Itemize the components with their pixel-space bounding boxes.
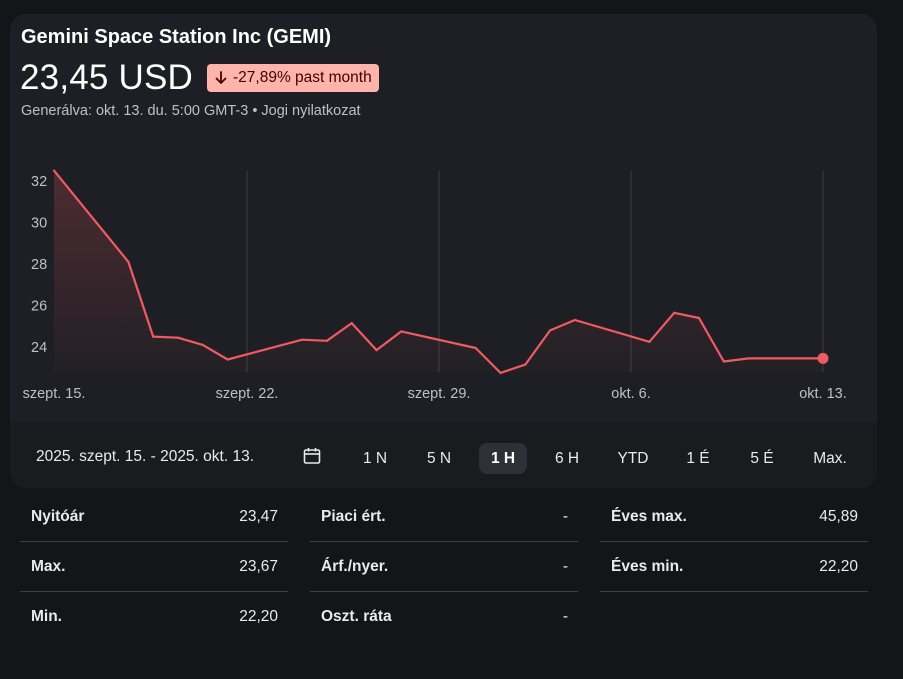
- period-button[interactable]: 1 É: [686, 450, 710, 467]
- period-button[interactable]: 6 H: [554, 450, 580, 467]
- stat-row-pe-ratio: Árf./nyer. -: [310, 542, 578, 592]
- price-line-segment: [548, 318, 577, 332]
- calendar-icon[interactable]: [302, 446, 322, 471]
- stat-row-market-cap: Piaci ért. -: [310, 492, 578, 542]
- x-tick-label: szept. 15.: [23, 386, 86, 402]
- stock-card: [10, 14, 877, 488]
- price-chart[interactable]: 32 30 28 26 24 szept. 15. szept. 22. szept. 29…: [0, 0, 903, 420]
- price-line-segment: [201, 343, 229, 361]
- change-badge-text: -27,89% past month: [233, 69, 372, 86]
- stat-row-open: Nyitóár 23,47: [20, 492, 288, 542]
- y-tick-label: 28: [31, 257, 47, 273]
- change-badge: -27,89% past month: [207, 64, 379, 92]
- period-button[interactable]: 5 N: [426, 450, 452, 467]
- stats-column-1: Nyitóár 23,47 Max. 23,67 Min. 22,20: [20, 492, 288, 642]
- price-line-segment: [648, 311, 676, 343]
- range-bar: [10, 422, 877, 488]
- y-tick-label: 32: [31, 174, 47, 190]
- y-tick-label: 24: [31, 340, 47, 356]
- arrow-down-icon: [215, 71, 227, 84]
- x-tick-label: szept. 22.: [216, 386, 279, 402]
- price-line-segment: [176, 336, 204, 346]
- price-area: [54, 170, 823, 373]
- stats-column-2: Piaci ért. - Árf./nyer. - Oszt. ráta -: [310, 492, 578, 642]
- x-tick-label: szept. 29.: [408, 386, 471, 402]
- y-tick-label: 26: [31, 299, 47, 315]
- stat-row-52w-low: Éves min. 22,20: [600, 542, 868, 592]
- date-range-label: 2025. szept. 15. - 2025. okt. 13.: [36, 448, 255, 465]
- stat-row-52w-high: Éves max. 45,89: [600, 492, 868, 542]
- stat-row-dividend-yield: Oszt. ráta -: [321, 608, 568, 625]
- price-line-segment: [301, 338, 328, 342]
- generated-disclaimer[interactable]: Generálva: okt. 13. du. 5:00 GMT-3 • Jog…: [21, 103, 361, 119]
- price-line-segment: [325, 322, 353, 342]
- price-line-segment: [350, 322, 378, 352]
- stat-row-low: Min. 22,20: [31, 608, 278, 625]
- period-button[interactable]: 1 N: [362, 450, 388, 467]
- price-line-segment: [524, 329, 552, 366]
- current-price: 23,45 USD: [20, 58, 194, 97]
- period-button[interactable]: Max.: [813, 450, 847, 467]
- price-line-segment: [722, 357, 750, 363]
- stats-column-3: Éves max. 45,89 Éves min. 22,20: [600, 492, 868, 592]
- price-line-segment: [499, 363, 527, 374]
- x-tick-label: okt. 13.: [799, 386, 847, 402]
- price-line-segment: [226, 338, 304, 361]
- x-tick-label: okt. 6.: [611, 386, 651, 402]
- stat-row-high: Max. 23,67: [20, 542, 288, 592]
- price-line-segment: [375, 330, 403, 352]
- price-line-segment: [127, 260, 155, 338]
- y-tick-label: 30: [31, 216, 47, 232]
- period-button[interactable]: YTD: [617, 450, 649, 467]
- last-price-marker: [817, 352, 829, 364]
- price-line-segment: [573, 318, 651, 343]
- stock-title: Gemini Space Station Inc (GEMI): [21, 26, 332, 48]
- price-line-segment: [673, 311, 701, 320]
- price-line-segment: [474, 346, 502, 374]
- price-line-segment: [697, 316, 725, 363]
- price-line-segment: [52, 169, 130, 263]
- price-line-segment: [400, 330, 477, 350]
- period-button[interactable]: 1 H: [479, 443, 527, 474]
- price-line-segment: [152, 335, 180, 339]
- period-button[interactable]: 5 É: [750, 450, 774, 467]
